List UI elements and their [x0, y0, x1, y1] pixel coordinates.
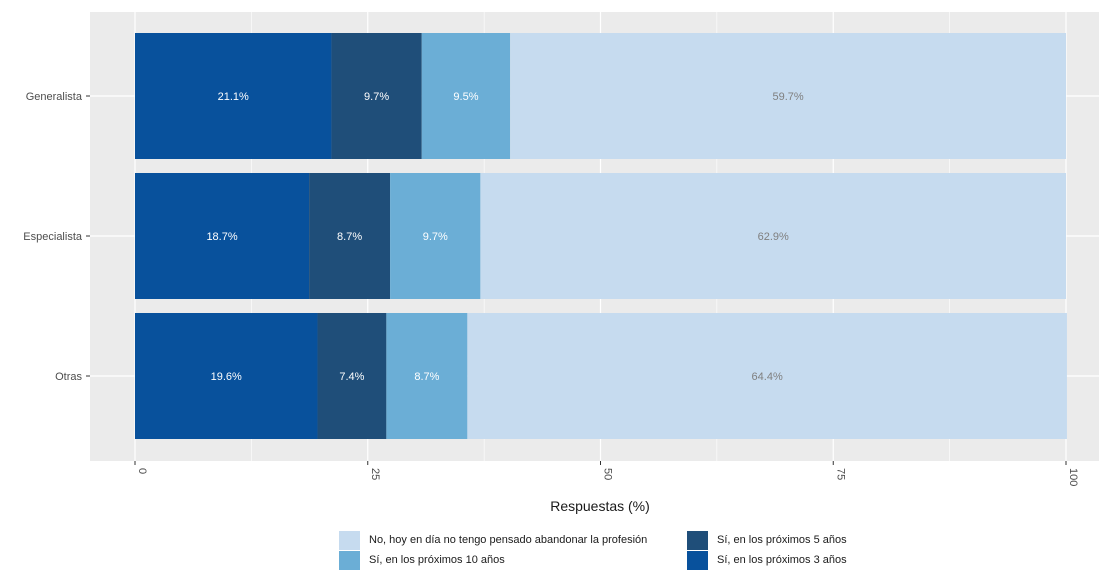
- x-tick-label: 100: [1067, 468, 1079, 486]
- legend-item: Sí, en los próximos 10 años: [339, 550, 505, 570]
- bar-value-label: 59.7%: [772, 91, 803, 103]
- legend-label: Sí, en los próximos 10 años: [369, 554, 505, 566]
- legend-label: Sí, en los próximos 3 años: [717, 554, 847, 566]
- bar-labels: 21.1% 9.7% 9.5% 59.7% 18.7% 8.7% 9.7% 62.9% 19.6…: [206, 91, 803, 383]
- bars: [135, 33, 1067, 439]
- bar-segment: [317, 313, 387, 439]
- legend-key: [339, 550, 360, 570]
- y-tick-label: Otras: [55, 371, 82, 383]
- x-tick-label: 0: [136, 468, 148, 474]
- x-tick-label: 25: [369, 468, 381, 480]
- bar-value-label: 9.7%: [423, 231, 448, 243]
- legend-key: [687, 550, 708, 570]
- x-tick-label: 50: [602, 468, 614, 480]
- bar-value-label: 9.7%: [364, 91, 389, 103]
- legend-label: No, hoy en día no tengo pensado abandona…: [369, 534, 648, 546]
- legend-key: [339, 530, 360, 550]
- x-tick-label: 75: [834, 468, 846, 480]
- legend-item: Sí, en los próximos 5 años: [687, 530, 847, 550]
- bar-segment: [390, 173, 481, 299]
- bar-segment: [510, 33, 1066, 159]
- bar-value-label: 8.7%: [414, 371, 439, 383]
- bar-value-label: 9.5%: [453, 91, 478, 103]
- bar-value-label: 19.6%: [211, 371, 242, 383]
- bar-segment: [309, 173, 391, 299]
- bar-value-label: 62.9%: [758, 231, 789, 243]
- bar-value-label: 7.4%: [339, 371, 364, 383]
- bar-segment: [135, 33, 332, 159]
- y-axis: Generalista Especialista Otras: [23, 91, 90, 383]
- bar-value-label: 64.4%: [752, 371, 783, 383]
- bar-value-label: 8.7%: [337, 231, 362, 243]
- legend-label: Sí, en los próximos 5 años: [717, 534, 847, 546]
- x-axis-title: Respuestas (%): [550, 498, 650, 514]
- bar-segment: [135, 313, 318, 439]
- x-axis: 0 25 50 75 100: [134, 461, 1079, 486]
- bar-segment: [480, 173, 1066, 299]
- bar-value-label: 21.1%: [218, 91, 249, 103]
- bar-segment: [467, 313, 1067, 439]
- legend-key: [687, 530, 708, 550]
- y-tick-label: Especialista: [23, 231, 83, 243]
- legend-item: Sí, en los próximos 3 años: [687, 550, 847, 570]
- legend: No, hoy en día no tengo pensado abandona…: [339, 530, 879, 572]
- bar-segment: [331, 33, 422, 159]
- bar-segment: [386, 313, 468, 439]
- bar-segment: [135, 173, 310, 299]
- bar-segment: [421, 33, 511, 159]
- legend-item: No, hoy en día no tengo pensado abandona…: [339, 530, 647, 550]
- y-tick-label: Generalista: [26, 91, 83, 103]
- bar-value-label: 18.7%: [206, 231, 237, 243]
